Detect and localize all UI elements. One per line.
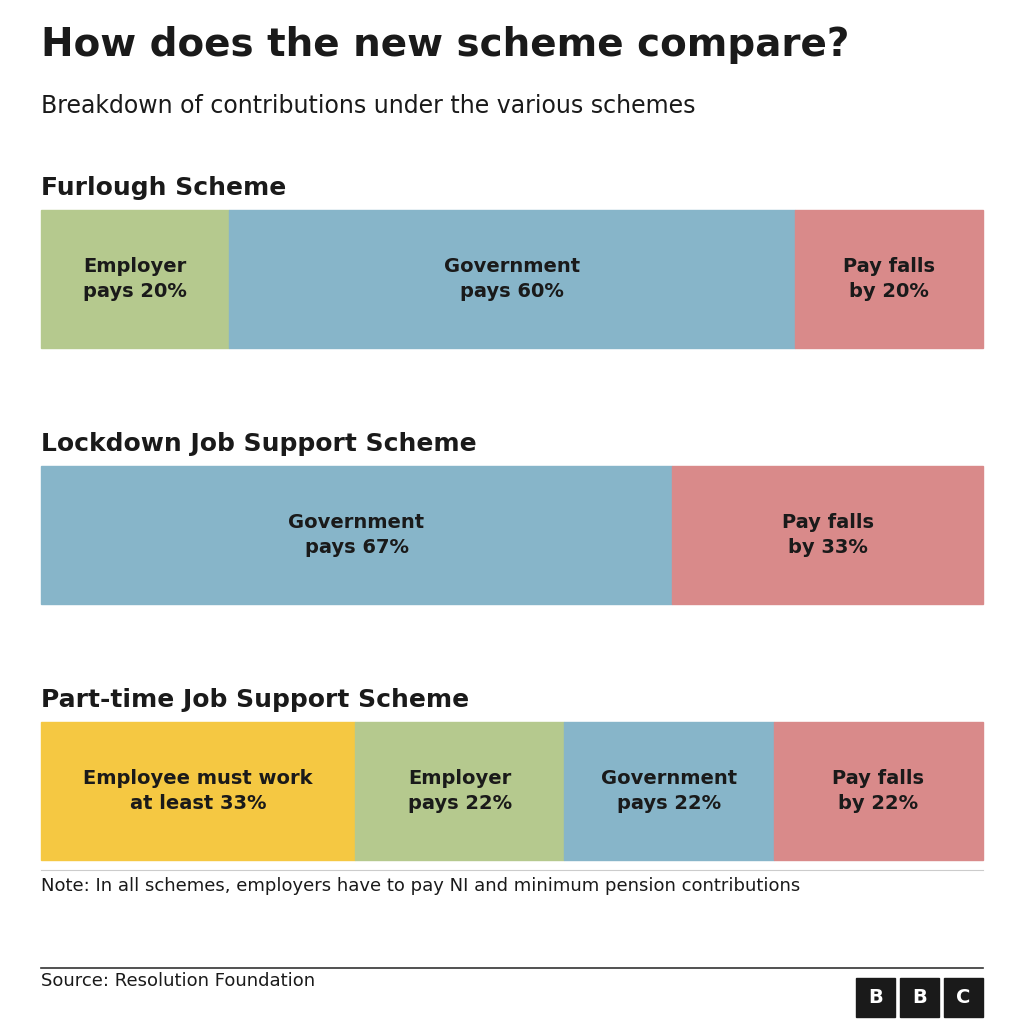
Bar: [229, 210, 795, 348]
Text: Breakdown of contributions under the various schemes: Breakdown of contributions under the var…: [41, 94, 695, 118]
Text: Government
pays 22%: Government pays 22%: [601, 769, 737, 813]
Text: B: B: [912, 988, 927, 1007]
Bar: [672, 466, 983, 604]
Text: Government
pays 60%: Government pays 60%: [444, 257, 580, 301]
Text: Part-time Job Support Scheme: Part-time Job Support Scheme: [41, 688, 469, 712]
Text: Source: Resolution Foundation: Source: Resolution Foundation: [41, 972, 315, 990]
Bar: [41, 466, 672, 604]
Text: B: B: [868, 988, 883, 1007]
Bar: [41, 722, 355, 860]
Bar: [355, 722, 564, 860]
Bar: [856, 978, 895, 1017]
Bar: [944, 978, 983, 1017]
Text: Employer
pays 22%: Employer pays 22%: [408, 769, 512, 813]
Text: Note: In all schemes, employers have to pay NI and minimum pension contributions: Note: In all schemes, employers have to …: [41, 877, 800, 895]
Text: Furlough Scheme: Furlough Scheme: [41, 176, 287, 200]
Text: Pay falls
by 22%: Pay falls by 22%: [833, 769, 925, 813]
Bar: [41, 210, 229, 348]
Bar: [564, 722, 774, 860]
Text: Lockdown Job Support Scheme: Lockdown Job Support Scheme: [41, 432, 476, 456]
Bar: [795, 210, 983, 348]
Text: Pay falls
by 33%: Pay falls by 33%: [781, 513, 873, 557]
Text: Pay falls
by 20%: Pay falls by 20%: [843, 257, 935, 301]
Text: How does the new scheme compare?: How does the new scheme compare?: [41, 26, 849, 63]
Text: Government
pays 67%: Government pays 67%: [289, 513, 425, 557]
Bar: [774, 722, 983, 860]
Text: Employee must work
at least 33%: Employee must work at least 33%: [83, 769, 312, 813]
Text: C: C: [956, 988, 971, 1007]
Bar: [900, 978, 939, 1017]
Text: Employer
pays 20%: Employer pays 20%: [83, 257, 187, 301]
